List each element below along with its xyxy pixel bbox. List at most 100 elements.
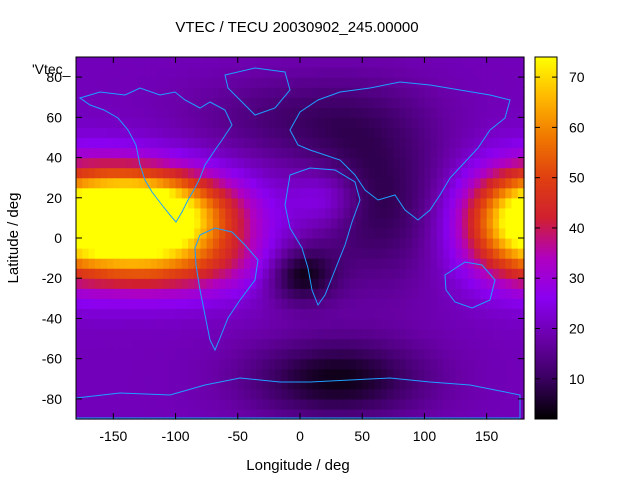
heatmap-cell	[293, 248, 301, 259]
heatmap-cell	[318, 147, 326, 159]
heatmap-cell	[387, 298, 394, 309]
heatmap-cell	[449, 338, 457, 350]
heatmap-cell	[331, 328, 338, 340]
heatmap-cell	[418, 358, 426, 370]
heatmap-cell	[132, 398, 139, 410]
heatmap-cell	[486, 57, 494, 68]
heatmap-cell	[100, 318, 108, 330]
heatmap-cell	[312, 328, 320, 340]
heatmap-cell	[461, 328, 469, 340]
heatmap-cell	[125, 248, 133, 259]
heatmap-cell	[138, 137, 146, 149]
heatmap-cell	[262, 107, 270, 118]
heatmap-cell	[499, 348, 506, 360]
heatmap-cell	[337, 137, 345, 149]
heatmap-cell	[399, 117, 407, 128]
heatmap-cell	[268, 348, 276, 360]
heatmap-cell	[212, 248, 220, 259]
heatmap-cell	[132, 258, 139, 269]
heatmap-cell	[374, 238, 382, 249]
heatmap-cell	[250, 388, 258, 400]
heatmap-cell	[82, 328, 90, 340]
coastline-greenland	[224, 67, 291, 116]
heatmap-cell	[468, 368, 475, 380]
heatmap-cell	[275, 298, 282, 309]
heatmap-cell	[300, 147, 307, 159]
heatmap-cell	[231, 268, 239, 279]
heatmap-cell	[163, 298, 170, 309]
heatmap-cell	[76, 207, 83, 219]
heatmap-cell	[443, 338, 450, 350]
heatmap-cell	[281, 107, 289, 118]
heatmap-cell	[181, 288, 189, 299]
heatmap-cell	[293, 408, 301, 420]
heatmap-cell	[206, 318, 214, 330]
heatmap-cell	[362, 177, 370, 189]
heatmap-cell	[200, 318, 208, 330]
heatmap-cell	[474, 398, 482, 410]
heatmap-cell	[169, 338, 177, 350]
heatmap-cell	[511, 328, 519, 340]
heatmap-cell	[412, 207, 419, 219]
heatmap-cell	[505, 408, 513, 420]
heatmap-cell	[281, 127, 289, 139]
heatmap-cell	[250, 358, 258, 370]
heatmap-cell	[156, 288, 164, 299]
heatmap-cell	[194, 87, 202, 98]
heatmap-cell	[194, 338, 202, 350]
heatmap-cell	[156, 338, 164, 350]
heatmap-cell	[468, 107, 475, 118]
heatmap-cell	[474, 318, 482, 330]
heatmap-cell	[181, 278, 189, 289]
heatmap-cell	[100, 398, 108, 410]
heatmap-cell	[94, 238, 102, 249]
heatmap-cell	[418, 87, 426, 98]
heatmap-cell	[455, 187, 463, 199]
heatmap-cell	[132, 177, 139, 189]
heatmap-cell	[343, 87, 351, 98]
heatmap-cell	[144, 107, 152, 118]
heatmap-cell	[511, 248, 519, 259]
heatmap-cell	[312, 107, 320, 118]
heatmap-cell	[306, 258, 314, 269]
heatmap-cell	[362, 378, 370, 390]
heatmap-cell	[156, 328, 164, 340]
heatmap-cell	[412, 217, 419, 229]
heatmap-cell	[393, 408, 401, 420]
heatmap-cell	[306, 107, 314, 118]
heatmap-cell	[356, 248, 363, 259]
heatmap-cell	[492, 248, 500, 259]
heatmap-cell	[318, 137, 326, 149]
heatmap-cell	[293, 207, 301, 219]
heatmap-cell	[163, 107, 170, 118]
heatmap-cell	[225, 177, 233, 189]
heatmap-cell	[212, 177, 220, 189]
heatmap-cell	[144, 348, 152, 360]
coastline-antarctica	[75, 377, 521, 419]
heatmap-cell	[150, 258, 158, 269]
heatmap-cell	[163, 388, 170, 400]
heatmap-cell	[237, 167, 245, 179]
heatmap-cell	[374, 318, 382, 330]
heatmap-cell	[256, 288, 264, 299]
heatmap-cell	[231, 258, 239, 269]
heatmap-cell	[337, 298, 345, 309]
heatmap-cell	[461, 137, 469, 149]
heatmap-cell	[268, 308, 276, 320]
heatmap-cell	[312, 318, 320, 330]
heatmap-cell	[300, 117, 307, 128]
heatmap-cell	[125, 217, 133, 229]
heatmap-cell	[349, 117, 357, 128]
heatmap-cell	[511, 107, 519, 118]
heatmap-cell	[461, 107, 469, 118]
heatmap-cell	[486, 187, 494, 199]
heatmap-cell	[486, 127, 494, 139]
heatmap-cell	[194, 57, 202, 68]
heatmap-cell	[125, 268, 133, 279]
heatmap-cell	[132, 127, 139, 139]
heatmap-cell	[268, 87, 276, 98]
heatmap-cell	[455, 107, 463, 118]
heatmap-cell	[505, 298, 513, 309]
heatmap-cell	[194, 258, 202, 269]
heatmap-cell	[455, 207, 463, 219]
